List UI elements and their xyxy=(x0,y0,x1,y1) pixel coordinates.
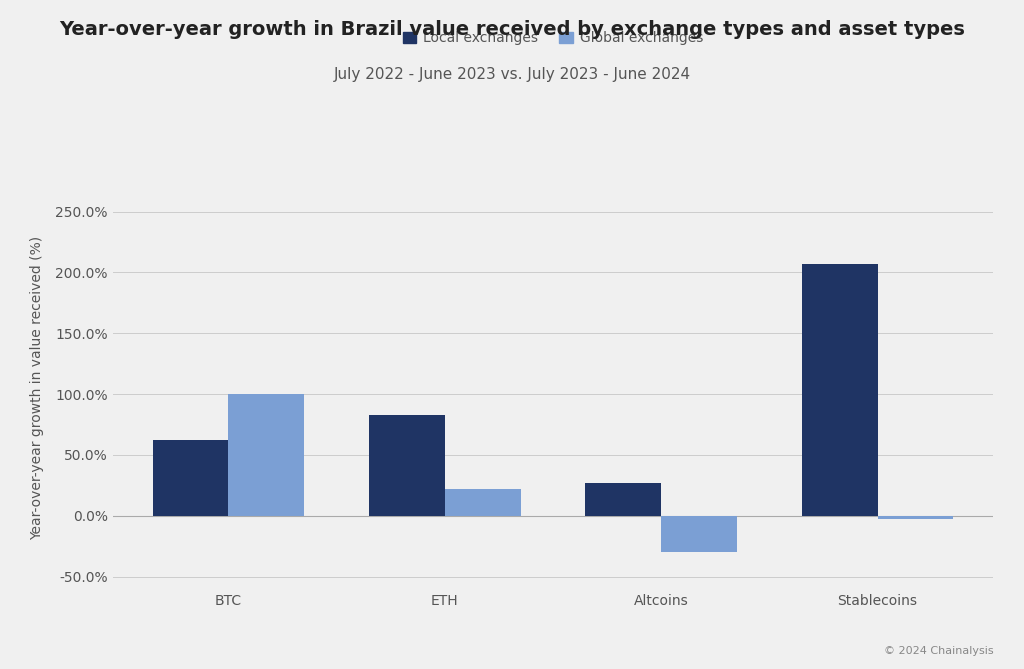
Bar xyxy=(444,489,520,516)
Text: Year-over-year growth in Brazil value received by exchange types and asset types: Year-over-year growth in Brazil value re… xyxy=(59,20,965,39)
Bar xyxy=(802,264,878,516)
Bar xyxy=(878,516,953,519)
Bar xyxy=(369,415,444,516)
Text: © 2024 Chainalysis: © 2024 Chainalysis xyxy=(884,646,993,656)
Y-axis label: Year-over-year growth in value received (%): Year-over-year growth in value received … xyxy=(30,236,44,540)
Text: July 2022 - June 2023 vs. July 2023 - June 2024: July 2022 - June 2023 vs. July 2023 - Ju… xyxy=(334,67,690,82)
Bar xyxy=(228,394,304,516)
Bar xyxy=(153,440,228,516)
Bar xyxy=(662,516,737,552)
Bar xyxy=(586,483,662,516)
Legend: Local exchanges, Global exchanges: Local exchanges, Global exchanges xyxy=(397,25,709,51)
